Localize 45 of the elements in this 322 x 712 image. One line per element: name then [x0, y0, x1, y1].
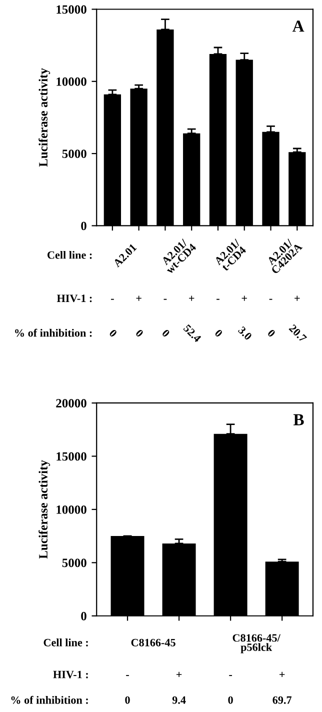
x-tick-label: + — [189, 296, 194, 301]
y-tick-label: 10000 — [56, 77, 86, 86]
text: 0 — [162, 328, 170, 338]
y-tick-label: 15000 — [56, 5, 86, 14]
text: 3.0 — [238, 326, 252, 341]
text: % of inhibition : — [15, 328, 92, 337]
x-tick-label: + — [242, 296, 247, 301]
text: A — [292, 20, 304, 32]
text: 0 — [135, 328, 144, 338]
text: 0 — [228, 696, 233, 704]
y-tick-label: 5000 — [62, 558, 86, 568]
x-tick-label: - — [164, 298, 167, 300]
text: Cell line : — [48, 250, 92, 259]
x-tick-label: - — [110, 298, 114, 300]
text: HIV-1 : — [56, 294, 92, 302]
text: 0 — [125, 696, 130, 704]
text: B — [293, 414, 304, 426]
text: Cell line : — [44, 638, 88, 646]
text: 0 — [108, 328, 118, 338]
x-tick-label: - — [126, 675, 129, 676]
y-tick-label: 15000 — [56, 452, 86, 461]
y-axis-title: Luciferase activity — [38, 460, 50, 559]
y-tick-label: 0 — [81, 222, 86, 230]
text: C8166-45 — [131, 638, 176, 646]
text: 0 — [267, 328, 276, 338]
text: 69.7 — [272, 696, 292, 704]
y-tick-label: 20000 — [56, 399, 86, 408]
x-tick-label: + — [279, 672, 285, 678]
y-tick-label: 10000 — [56, 505, 86, 514]
x-tick-label: + — [176, 672, 182, 678]
text: 0 — [214, 328, 223, 338]
text: HIV-1 : — [53, 670, 88, 678]
x-tick-label: - — [229, 675, 232, 676]
text: % of inhibition : — [11, 696, 88, 704]
y-tick-label: 0 — [81, 612, 86, 620]
x-tick-label: + — [294, 296, 300, 301]
x-tick-label: - — [216, 298, 220, 300]
y-tick-label: 5000 — [62, 150, 86, 158]
x-tick-label: + — [136, 296, 142, 301]
text: C8166-45/ p56lck — [232, 634, 280, 654]
text: 52.4 — [183, 324, 202, 343]
text: 9.4 — [172, 696, 186, 704]
text: 20.7 — [288, 324, 308, 343]
x-tick-label: - — [269, 298, 272, 300]
y-axis-title: Luciferase activity — [38, 68, 50, 167]
